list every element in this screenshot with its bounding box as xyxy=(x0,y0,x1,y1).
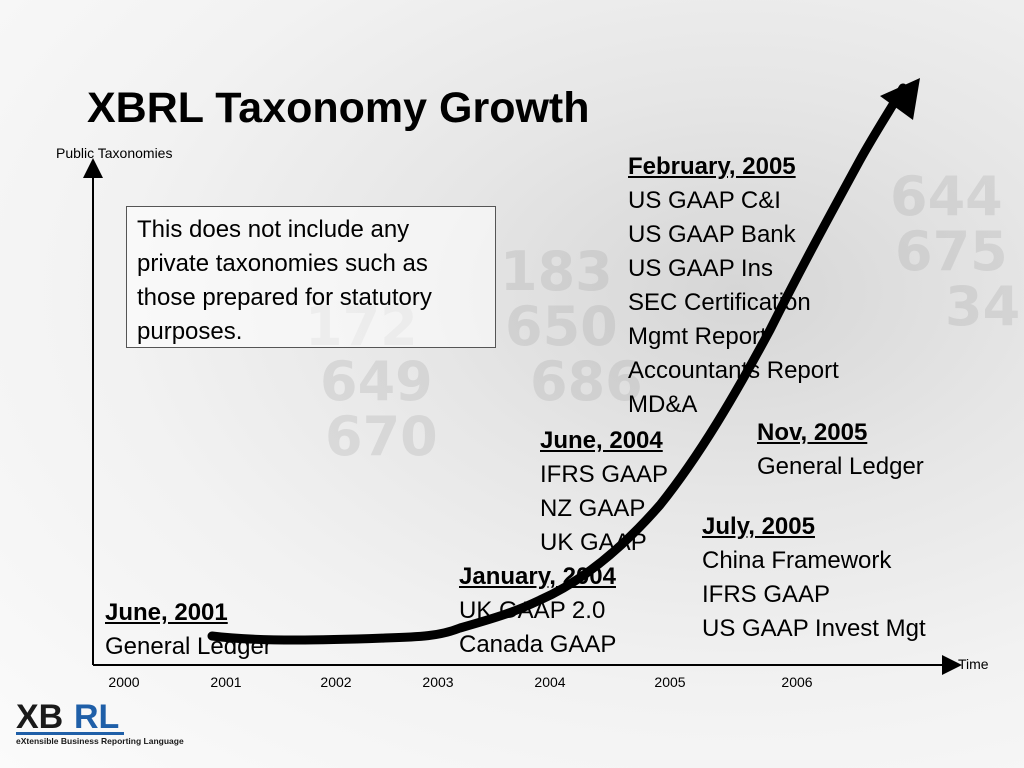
milestone-january-2004: January, 2004 UK GAAP 2.0 Canada GAAP xyxy=(459,560,616,662)
milestone-july-2005: July, 2005 China Framework IFRS GAAP US … xyxy=(702,510,926,646)
x-tick-label: 2002 xyxy=(320,674,352,690)
growth-curve xyxy=(207,83,908,645)
x-tick-label: 2000 xyxy=(108,674,140,690)
x-axis-label: Time xyxy=(958,656,989,672)
milestone-item: Mgmt Report xyxy=(628,323,767,350)
disclaimer-note: This does not include any private taxono… xyxy=(126,206,496,348)
milestone-date: June, 2001 xyxy=(105,599,228,626)
milestone-item: Accountants Report xyxy=(628,357,839,384)
slide-title: XBRL Taxonomy Growth xyxy=(87,84,590,132)
milestone-item: China Framework xyxy=(702,547,892,574)
milestone-item: US GAAP Invest Mgt xyxy=(702,615,926,642)
milestone-february-2005: February, 2005 US GAAP C&I US GAAP Bank … xyxy=(628,150,839,422)
milestone-item: UK GAAP xyxy=(540,529,647,556)
milestone-item: US GAAP C&I xyxy=(628,187,781,214)
milestone-item: General Ledger xyxy=(757,453,924,480)
milestone-date: Nov, 2005 xyxy=(757,419,868,446)
y-axis-label: Public Taxonomies xyxy=(56,145,173,161)
milestone-item: MD&A xyxy=(628,391,698,418)
milestone-item: US GAAP Ins xyxy=(628,255,773,282)
logo-wordmark-rl: RL xyxy=(74,698,119,736)
milestone-item: IFRS GAAP xyxy=(540,461,669,488)
x-tick-label: 2005 xyxy=(654,674,686,690)
x-tick-label: 2006 xyxy=(781,674,813,690)
milestone-june-2001: June, 2001 General Ledger xyxy=(105,596,272,664)
milestone-date: July, 2005 xyxy=(702,513,815,540)
milestone-nov-2005: Nov, 2005 General Ledger xyxy=(757,416,924,484)
milestone-date: June, 2004 xyxy=(540,427,663,454)
x-tick-label: 2004 xyxy=(534,674,566,690)
logo-tagline: eXtensible Business Reporting Language xyxy=(16,736,184,746)
logo-wordmark-xb: XB xyxy=(16,698,63,736)
milestone-item: SEC Certification xyxy=(628,289,811,316)
milestone-item: US GAAP Bank xyxy=(628,221,796,248)
xbrl-logo: XB RL eXtensible Business Reporting Lang… xyxy=(16,698,184,746)
milestone-date: February, 2005 xyxy=(628,153,796,180)
milestone-item: UK GAAP 2.0 xyxy=(459,597,606,624)
milestone-item: IFRS GAAP xyxy=(702,581,831,608)
milestone-date: January, 2004 xyxy=(459,563,616,590)
x-tick-label: 2001 xyxy=(210,674,242,690)
logo-underline xyxy=(16,732,124,735)
milestone-item: General Ledger xyxy=(105,633,272,660)
milestone-june-2004: June, 2004 IFRS GAAP NZ GAAP UK GAAP xyxy=(540,424,668,560)
milestone-item: NZ GAAP xyxy=(540,495,646,522)
curve-arrowhead xyxy=(880,78,920,120)
x-tick-label: 2003 xyxy=(422,674,454,690)
milestone-item: Canada GAAP xyxy=(459,631,617,658)
